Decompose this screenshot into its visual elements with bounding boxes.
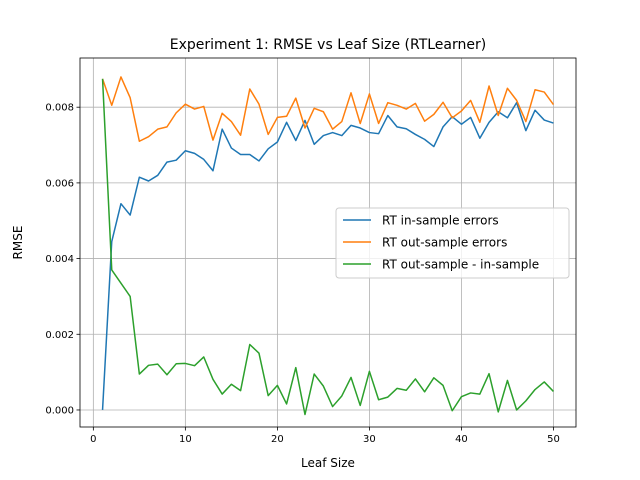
legend-box bbox=[335, 207, 570, 279]
y-tick-label: 0.004 bbox=[45, 254, 74, 265]
x-tick-label: 0 bbox=[90, 434, 96, 445]
y-axis: 0.000 0.002 0.004 0.006 0.008 bbox=[45, 103, 80, 416]
legend-label-rt-in-sample-errors: RT in-sample errors bbox=[382, 214, 499, 228]
x-tick-label: 40 bbox=[455, 434, 468, 445]
series-layer bbox=[101, 76, 555, 416]
legend-label-rt-out-sample-in-sample: RT out-sample - in-sample bbox=[382, 258, 539, 272]
legend: RT in-sample errors RT out-sample errors R… bbox=[335, 207, 570, 279]
chart-title: Experiment 1: RMSE vs Leaf Size (RTLearn… bbox=[170, 37, 486, 53]
series-line-rt-in-sample-errors bbox=[101, 101, 554, 411]
y-tick-label: 0.008 bbox=[45, 103, 74, 114]
x-tick-label: 30 bbox=[363, 434, 376, 445]
plot-frame bbox=[79, 57, 577, 428]
y-tick-label: 0.000 bbox=[45, 405, 74, 416]
y-tick-label: 0.006 bbox=[45, 178, 74, 189]
series-line-rt-out-sample-in-sample bbox=[101, 78, 554, 416]
y-tick-label: 0.002 bbox=[45, 330, 74, 341]
series-line-rt-out-sample-errors bbox=[101, 76, 555, 143]
x-axis: 0 10 20 30 40 50 bbox=[90, 427, 560, 445]
x-tick-label: 20 bbox=[271, 434, 284, 445]
legend-label-rt-out-sample-errors: RT out-sample errors bbox=[382, 236, 507, 250]
x-tick-label: 10 bbox=[179, 434, 192, 445]
y-axis-label: RMSE bbox=[11, 226, 25, 260]
x-tick-label: 50 bbox=[547, 434, 560, 445]
x-axis-label: Leaf Size bbox=[301, 456, 355, 470]
